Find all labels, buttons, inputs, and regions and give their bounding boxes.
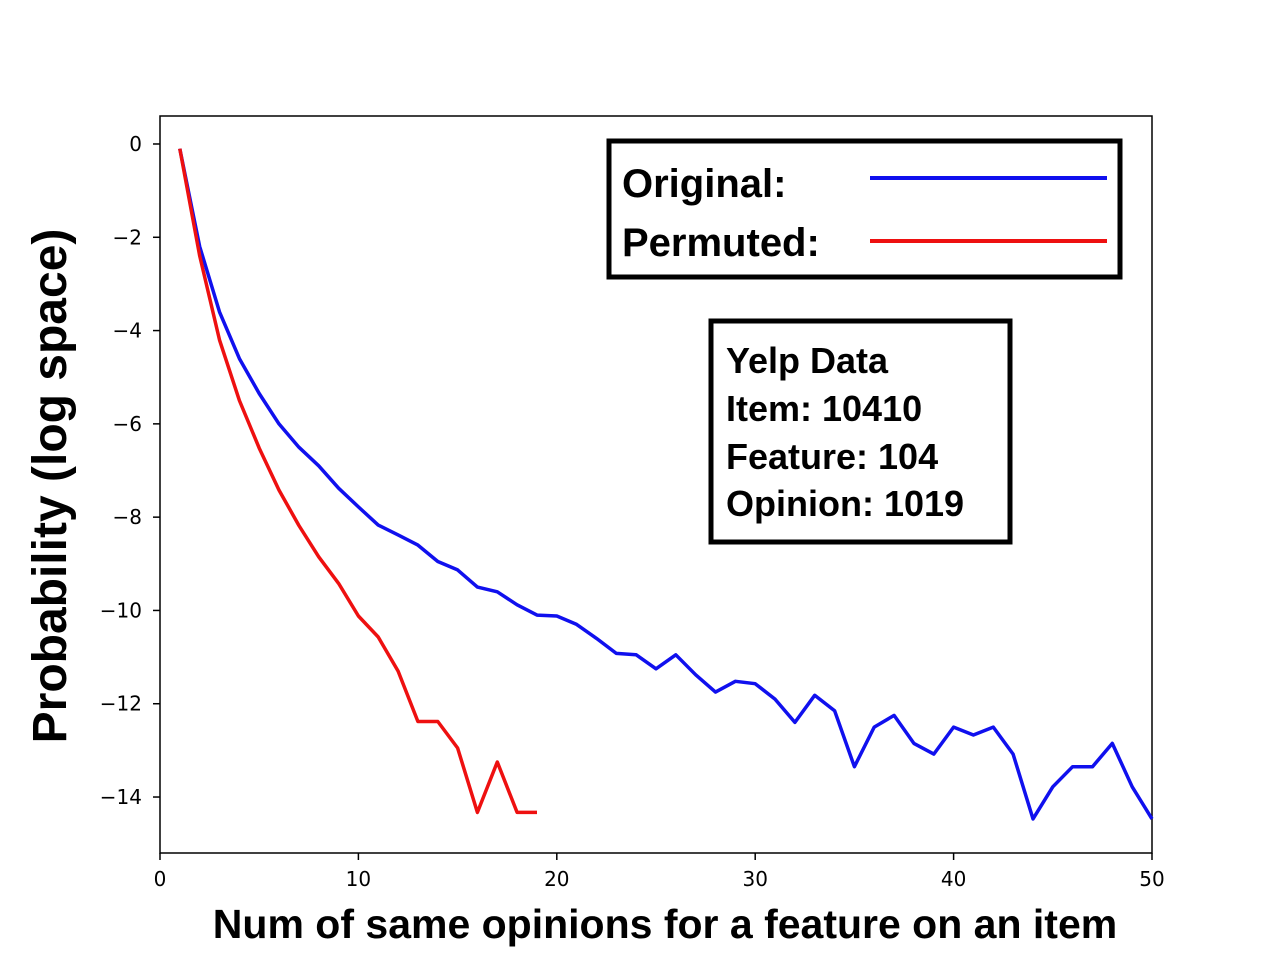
x-tick-label: 30 bbox=[742, 867, 767, 891]
x-tick-label: 20 bbox=[544, 867, 569, 891]
x-tick-label: 0 bbox=[154, 867, 167, 891]
dataset-info-box: Yelp Data Item: 10410 Feature: 104 Opini… bbox=[708, 318, 1013, 545]
plot-frame bbox=[159, 115, 1153, 854]
y-tick-label: 0 bbox=[129, 132, 142, 156]
info-line-feature-count: Feature: 104 bbox=[726, 436, 938, 477]
info-box-frame bbox=[708, 318, 1013, 545]
series-line-permuted bbox=[178, 148, 537, 815]
y-tick-label: −4 bbox=[113, 319, 142, 343]
series-layer bbox=[178, 148, 1154, 821]
x-tick-label: 10 bbox=[346, 867, 371, 891]
series-line-original bbox=[178, 148, 1154, 821]
info-line-dataset: Yelp Data bbox=[726, 340, 889, 381]
info-line-item-count: Item: 10410 bbox=[726, 388, 922, 429]
y-tick-label: −10 bbox=[100, 598, 142, 622]
y-axis: 0 −2 −4 −6 −8 −10 −12 −14 bbox=[100, 132, 160, 809]
legend-box bbox=[606, 138, 1123, 280]
y-tick-label: −8 bbox=[113, 505, 142, 529]
info-line-opinion-count: Opinion: 1019 bbox=[726, 483, 964, 524]
x-tick-label: 50 bbox=[1139, 867, 1164, 891]
plot-area bbox=[159, 115, 1154, 854]
y-tick-label: −6 bbox=[113, 412, 142, 436]
y-tick-label: −2 bbox=[113, 225, 142, 249]
legend-label-original: Original: bbox=[622, 162, 786, 206]
y-tick-label: −12 bbox=[100, 692, 142, 716]
y-axis-title: Probability (log space) bbox=[24, 229, 77, 744]
y-tick-label: −14 bbox=[100, 785, 142, 809]
x-axis-title: Num of same opinions for a feature on an… bbox=[213, 901, 1117, 947]
legend: Original: Permuted: bbox=[606, 138, 1123, 280]
legend-label-permuted: Permuted: bbox=[622, 221, 820, 265]
x-tick-label: 40 bbox=[941, 867, 966, 891]
x-axis: 0 10 20 30 40 50 bbox=[154, 853, 1165, 891]
